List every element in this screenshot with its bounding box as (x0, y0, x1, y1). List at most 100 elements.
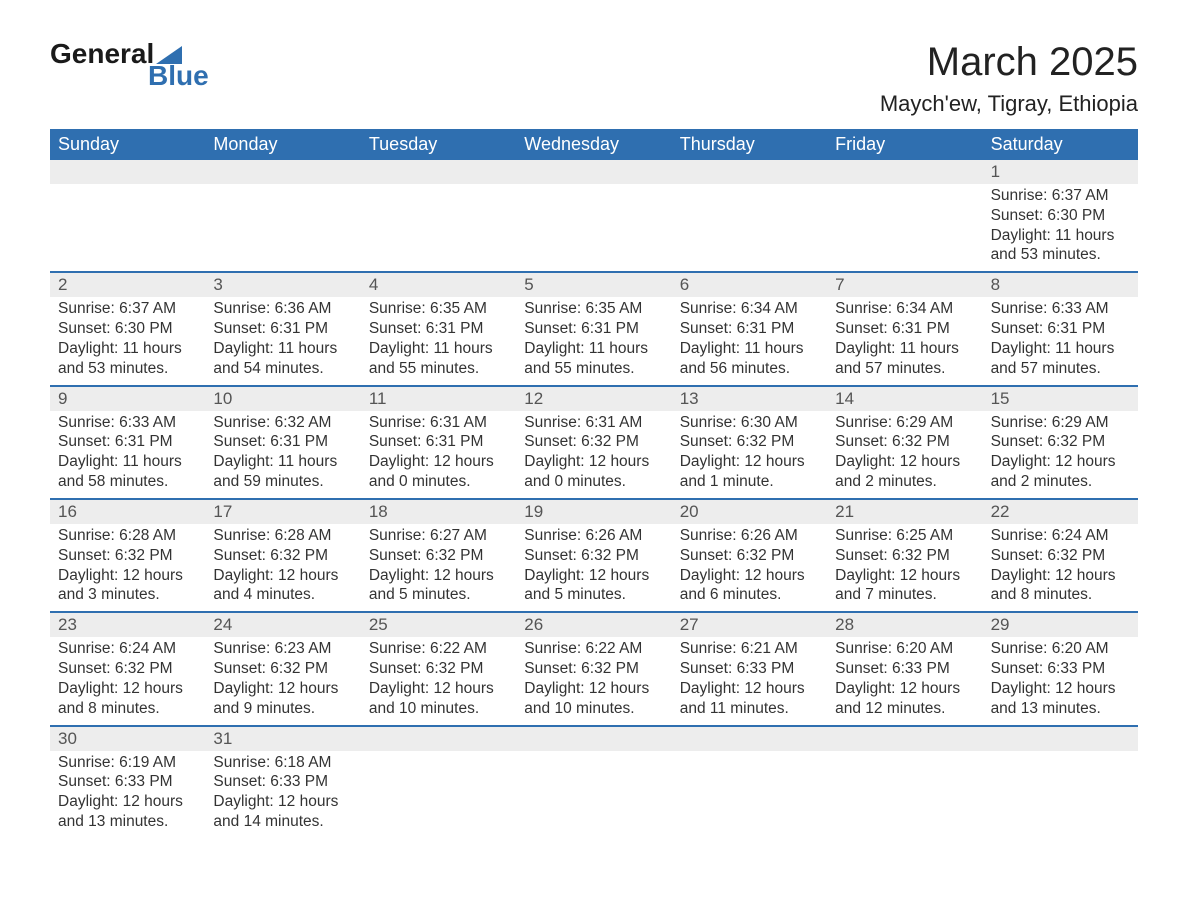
sunset-text: Sunset: 6:32 PM (835, 546, 974, 566)
day-details (50, 184, 205, 204)
sunrise-text: Sunrise: 6:32 AM (213, 413, 352, 433)
sunrise-text: Sunrise: 6:28 AM (213, 526, 352, 546)
calendar-cell (827, 727, 982, 838)
day-number: 15 (983, 387, 1138, 411)
calendar-cell: 5Sunrise: 6:35 AMSunset: 6:31 PMDaylight… (516, 273, 671, 384)
daylight2-text: and 55 minutes. (369, 359, 508, 379)
daylight2-text: and 58 minutes. (58, 472, 197, 492)
day-details (516, 184, 671, 204)
daylight2-text: and 5 minutes. (369, 585, 508, 605)
calendar-cell (672, 160, 827, 271)
day-details: Sunrise: 6:31 AMSunset: 6:31 PMDaylight:… (361, 411, 516, 498)
day-details (983, 751, 1138, 771)
daylight1-text: Daylight: 12 hours (369, 452, 508, 472)
sunset-text: Sunset: 6:32 PM (369, 659, 508, 679)
sunset-text: Sunset: 6:32 PM (991, 546, 1130, 566)
daylight1-text: Daylight: 11 hours (369, 339, 508, 359)
daylight1-text: Daylight: 12 hours (991, 566, 1130, 586)
day-details: Sunrise: 6:31 AMSunset: 6:32 PMDaylight:… (516, 411, 671, 498)
daylight1-text: Daylight: 12 hours (680, 566, 819, 586)
sunrise-text: Sunrise: 6:31 AM (524, 413, 663, 433)
day-details (672, 184, 827, 204)
daylight2-text: and 1 minute. (680, 472, 819, 492)
sunset-text: Sunset: 6:31 PM (369, 319, 508, 339)
day-number (205, 160, 360, 184)
daylight2-text: and 57 minutes. (835, 359, 974, 379)
sunset-text: Sunset: 6:32 PM (58, 546, 197, 566)
sunset-text: Sunset: 6:30 PM (991, 206, 1130, 226)
daylight1-text: Daylight: 12 hours (991, 679, 1130, 699)
calendar-cell: 9Sunrise: 6:33 AMSunset: 6:31 PMDaylight… (50, 387, 205, 498)
day-details: Sunrise: 6:19 AMSunset: 6:33 PMDaylight:… (50, 751, 205, 838)
daylight1-text: Daylight: 12 hours (213, 679, 352, 699)
daylight2-text: and 7 minutes. (835, 585, 974, 605)
weekday-label: Friday (827, 129, 982, 160)
calendar-cell (361, 160, 516, 271)
day-number: 2 (50, 273, 205, 297)
daylight1-text: Daylight: 11 hours (680, 339, 819, 359)
location-subtitle: Maych'ew, Tigray, Ethiopia (880, 91, 1138, 117)
logo: General Blue (50, 40, 209, 90)
weekday-label: Thursday (672, 129, 827, 160)
daylight2-text: and 13 minutes. (991, 699, 1130, 719)
day-details (361, 184, 516, 204)
sunset-text: Sunset: 6:31 PM (213, 432, 352, 452)
sunrise-text: Sunrise: 6:31 AM (369, 413, 508, 433)
daylight2-text: and 57 minutes. (991, 359, 1130, 379)
day-number: 25 (361, 613, 516, 637)
day-number (361, 160, 516, 184)
day-number: 1 (983, 160, 1138, 184)
daylight2-text: and 6 minutes. (680, 585, 819, 605)
day-number: 21 (827, 500, 982, 524)
calendar-cell: 6Sunrise: 6:34 AMSunset: 6:31 PMDaylight… (672, 273, 827, 384)
day-number (827, 727, 982, 751)
page-header: General Blue March 2025 Maych'ew, Tigray… (50, 40, 1138, 117)
daylight1-text: Daylight: 11 hours (991, 226, 1130, 246)
sunset-text: Sunset: 6:31 PM (680, 319, 819, 339)
day-number: 19 (516, 500, 671, 524)
daylight1-text: Daylight: 12 hours (213, 566, 352, 586)
calendar-cell: 15Sunrise: 6:29 AMSunset: 6:32 PMDayligh… (983, 387, 1138, 498)
sunrise-text: Sunrise: 6:20 AM (991, 639, 1130, 659)
sunset-text: Sunset: 6:33 PM (991, 659, 1130, 679)
daylight2-text: and 59 minutes. (213, 472, 352, 492)
day-details: Sunrise: 6:36 AMSunset: 6:31 PMDaylight:… (205, 297, 360, 384)
day-details: Sunrise: 6:37 AMSunset: 6:30 PMDaylight:… (983, 184, 1138, 271)
daylight1-text: Daylight: 12 hours (835, 679, 974, 699)
day-details: Sunrise: 6:20 AMSunset: 6:33 PMDaylight:… (827, 637, 982, 724)
daylight2-text: and 2 minutes. (835, 472, 974, 492)
sunset-text: Sunset: 6:32 PM (524, 546, 663, 566)
day-details: Sunrise: 6:26 AMSunset: 6:32 PMDaylight:… (672, 524, 827, 611)
daylight1-text: Daylight: 12 hours (835, 452, 974, 472)
calendar-week-row: 23Sunrise: 6:24 AMSunset: 6:32 PMDayligh… (50, 611, 1138, 724)
calendar-week-row: 16Sunrise: 6:28 AMSunset: 6:32 PMDayligh… (50, 498, 1138, 611)
day-number: 27 (672, 613, 827, 637)
day-details: Sunrise: 6:37 AMSunset: 6:30 PMDaylight:… (50, 297, 205, 384)
calendar-cell (205, 160, 360, 271)
calendar-cell: 24Sunrise: 6:23 AMSunset: 6:32 PMDayligh… (205, 613, 360, 724)
sunrise-text: Sunrise: 6:26 AM (524, 526, 663, 546)
calendar-cell: 10Sunrise: 6:32 AMSunset: 6:31 PMDayligh… (205, 387, 360, 498)
sunrise-text: Sunrise: 6:25 AM (835, 526, 974, 546)
day-number (983, 727, 1138, 751)
sunrise-text: Sunrise: 6:34 AM (835, 299, 974, 319)
daylight2-text: and 10 minutes. (524, 699, 663, 719)
daylight1-text: Daylight: 12 hours (991, 452, 1130, 472)
calendar-cell: 20Sunrise: 6:26 AMSunset: 6:32 PMDayligh… (672, 500, 827, 611)
day-details: Sunrise: 6:20 AMSunset: 6:33 PMDaylight:… (983, 637, 1138, 724)
calendar-cell: 31Sunrise: 6:18 AMSunset: 6:33 PMDayligh… (205, 727, 360, 838)
day-details: Sunrise: 6:33 AMSunset: 6:31 PMDaylight:… (983, 297, 1138, 384)
daylight2-text: and 8 minutes. (58, 699, 197, 719)
day-number (361, 727, 516, 751)
calendar-week-row: 30Sunrise: 6:19 AMSunset: 6:33 PMDayligh… (50, 725, 1138, 838)
sunrise-text: Sunrise: 6:20 AM (835, 639, 974, 659)
day-details: Sunrise: 6:32 AMSunset: 6:31 PMDaylight:… (205, 411, 360, 498)
sunrise-text: Sunrise: 6:36 AM (213, 299, 352, 319)
daylight2-text: and 12 minutes. (835, 699, 974, 719)
sunrise-text: Sunrise: 6:30 AM (680, 413, 819, 433)
sunset-text: Sunset: 6:33 PM (835, 659, 974, 679)
day-details: Sunrise: 6:28 AMSunset: 6:32 PMDaylight:… (50, 524, 205, 611)
daylight2-text: and 54 minutes. (213, 359, 352, 379)
sunset-text: Sunset: 6:31 PM (213, 319, 352, 339)
sunset-text: Sunset: 6:32 PM (369, 546, 508, 566)
